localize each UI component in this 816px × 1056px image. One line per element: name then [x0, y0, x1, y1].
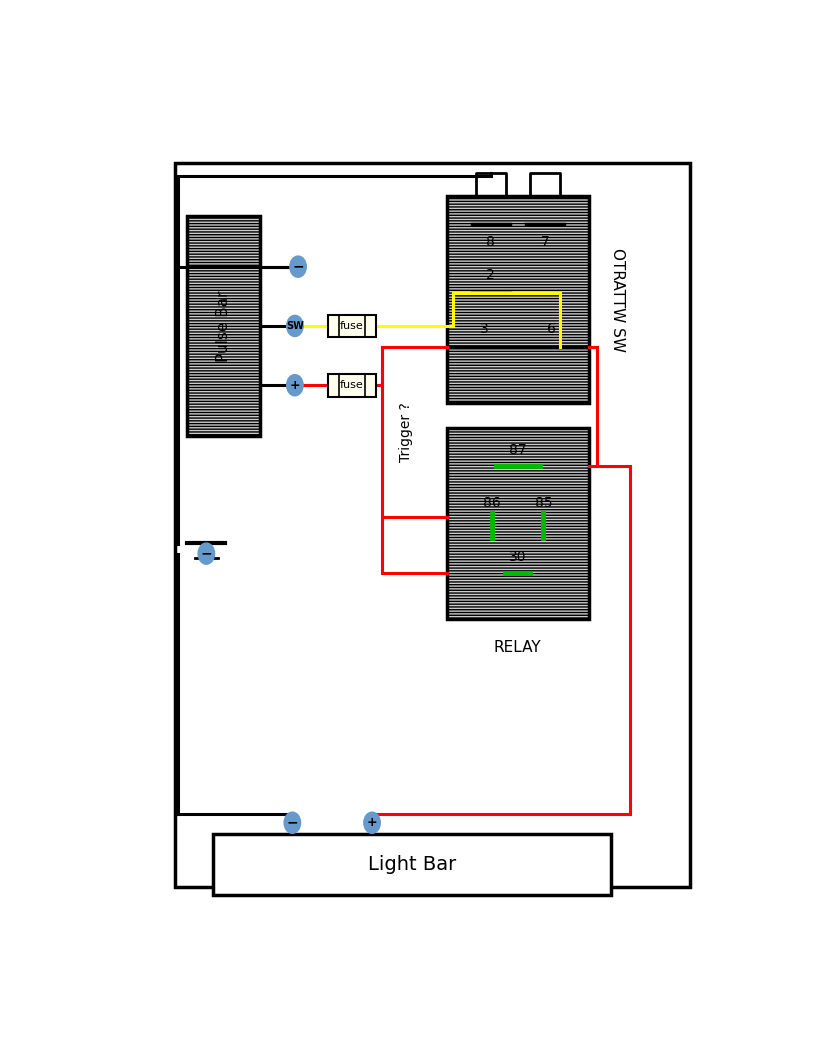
Text: 86: 86: [483, 495, 501, 510]
Bar: [446, 195, 589, 403]
Text: OTRATTW SW: OTRATTW SW: [610, 247, 625, 352]
Bar: [446, 195, 589, 403]
Bar: [446, 428, 589, 619]
Text: 8: 8: [486, 235, 495, 249]
Text: Pulse Bar: Pulse Bar: [216, 290, 231, 362]
Text: 6: 6: [547, 322, 556, 336]
Circle shape: [286, 375, 303, 396]
Text: 87: 87: [509, 442, 526, 456]
Bar: [175, 164, 690, 887]
Text: SW: SW: [286, 321, 304, 331]
Text: −: −: [286, 815, 298, 830]
Bar: [213, 834, 611, 895]
Bar: [188, 216, 260, 436]
Text: 3: 3: [480, 322, 489, 336]
Text: 30: 30: [509, 549, 526, 564]
Text: −: −: [292, 260, 304, 274]
Text: fuse: fuse: [340, 321, 364, 331]
Bar: [328, 315, 375, 337]
Text: 7: 7: [540, 235, 549, 249]
Bar: [188, 216, 260, 436]
Circle shape: [290, 257, 306, 278]
Text: Trigger ?: Trigger ?: [398, 402, 413, 463]
Text: +: +: [290, 379, 300, 392]
Text: −: −: [201, 547, 212, 561]
Circle shape: [284, 812, 300, 833]
Text: 2: 2: [486, 268, 495, 282]
Text: fuse: fuse: [340, 380, 364, 391]
Text: RELAY: RELAY: [494, 640, 542, 655]
Circle shape: [198, 543, 215, 564]
Text: +: +: [366, 816, 377, 829]
Circle shape: [286, 316, 303, 337]
Circle shape: [364, 812, 380, 833]
Text: Light Bar: Light Bar: [368, 855, 456, 874]
Bar: [328, 374, 375, 397]
Text: 85: 85: [534, 495, 552, 510]
Bar: [446, 428, 589, 619]
